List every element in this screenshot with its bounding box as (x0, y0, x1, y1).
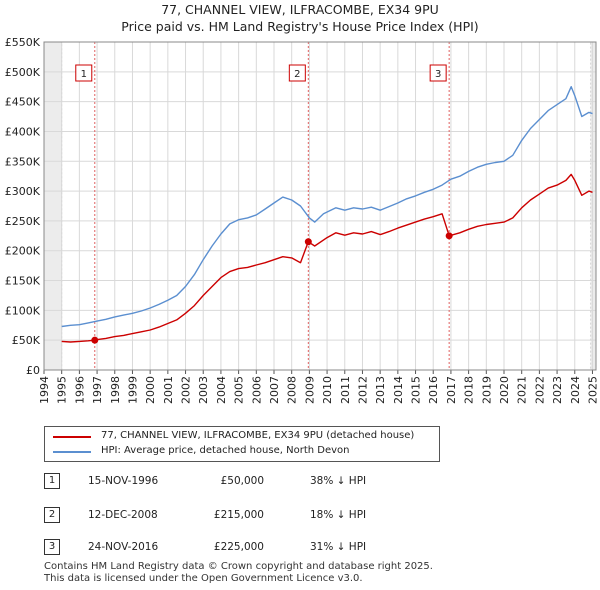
sale-date: 24-NOV-2016 (88, 541, 159, 553)
sale-row: 3 24-NOV-2016 £225,000 31% ↓ HPI (44, 539, 444, 555)
x-tick-label: 2006 (250, 376, 263, 404)
sale-point (445, 232, 453, 240)
chart-title: 77, CHANNEL VIEW, ILFRACOMBE, EX34 9PU (161, 2, 439, 17)
y-tick-label: £150K (5, 275, 41, 288)
footer-copyright: Contains HM Land Registry data © Crown c… (44, 561, 433, 572)
x-tick-label: 2020 (498, 376, 511, 404)
y-tick-label: £350K (5, 155, 41, 168)
x-tick-label: 2024 (569, 376, 582, 404)
x-tick-label: 2011 (339, 376, 352, 404)
y-tick-label: £400K (5, 125, 41, 138)
y-tick-label: £200K (5, 245, 41, 258)
y-tick-label: £300K (5, 185, 41, 198)
x-tick-label: 2000 (144, 376, 157, 404)
x-tick-label: 2023 (551, 376, 564, 404)
x-tick-label: 1996 (73, 376, 86, 404)
sale-label-text: 3 (435, 69, 441, 80)
y-tick-label: £100K (5, 304, 41, 317)
x-tick-label: 1995 (56, 376, 69, 404)
plot-border (43, 41, 597, 371)
sale-point (91, 336, 99, 344)
x-tick-label: 2010 (321, 376, 334, 404)
y-tick-label: £50K (12, 334, 41, 347)
x-tick-label: 2025 (586, 376, 599, 404)
x-tick-label: 2013 (374, 376, 387, 404)
sale-hpi-diff: 18% ↓ HPI (310, 509, 367, 521)
legend-label-hpi: HPI: Average price, detached house, Nort… (101, 445, 350, 456)
sale-date: 15-NOV-1996 (88, 475, 159, 487)
sale-price: £50,000 (220, 475, 264, 487)
sale-date: 12-DEC-2008 (88, 509, 158, 521)
sale-hpi-diff: 31% ↓ HPI (310, 541, 367, 553)
x-tick-label: 1997 (91, 376, 104, 404)
sale-point (304, 238, 312, 246)
y-tick-label: £0 (26, 364, 40, 377)
x-tick-label: 2002 (180, 376, 193, 404)
sale-label-text: 2 (294, 69, 300, 80)
x-tick-label: 2005 (233, 376, 246, 404)
x-tick-label: 2003 (197, 376, 210, 404)
series-line (61, 173, 593, 343)
x-tick-label: 2021 (516, 376, 529, 404)
price-chart: 1 2 3 £0 £50K £100K £150K £200K £250K £300K £350K… (5, 36, 600, 404)
series-line (61, 86, 593, 328)
plot-area (44, 42, 596, 370)
x-tick-label: 1994 (38, 376, 51, 404)
x-tick-label: 2015 (410, 376, 423, 404)
sale-number-badge: 1 (44, 473, 60, 489)
sale-number-badge: 2 (44, 507, 60, 523)
sale-row: 1 15-NOV-1996 £50,000 38% ↓ HPI (44, 473, 444, 489)
x-tick-label: 2014 (392, 376, 405, 404)
y-tick-label: £550K (5, 36, 41, 49)
x-tick-label: 1998 (109, 376, 122, 404)
sale-price: £215,000 (213, 509, 264, 521)
x-tick-label: 2019 (480, 376, 493, 404)
x-tick-label: 2012 (356, 376, 369, 404)
chart-subtitle: Price paid vs. HM Land Registry's House … (121, 19, 479, 34)
x-tick-label: 2017 (445, 376, 458, 404)
x-tick-label: 2001 (162, 376, 175, 404)
sale-row: 2 12-DEC-2008 £215,000 18% ↓ HPI (44, 507, 444, 523)
x-tick-label: 2008 (286, 376, 299, 404)
sale-label-box (429, 64, 447, 82)
sale-label-box (75, 64, 93, 82)
legend-swatch-hpi (53, 451, 91, 453)
legend-label-property: 77, CHANNEL VIEW, ILFRACOMBE, EX34 9PU (… (101, 430, 415, 441)
x-tick-label: 2007 (268, 376, 281, 404)
x-tick-label: 2016 (427, 376, 440, 404)
legend-swatch-property (53, 436, 91, 438)
shaded-region (43, 41, 63, 371)
sale-label-box (288, 64, 306, 82)
sale-label-text: 1 (81, 69, 87, 80)
y-tick-label: £250K (5, 215, 41, 228)
x-tick-label: 2004 (215, 376, 228, 404)
footer-licence: This data is licensed under the Open Gov… (44, 573, 363, 584)
legend: 77, CHANNEL VIEW, ILFRACOMBE, EX34 9PU (… (44, 426, 440, 462)
shaded-region (590, 41, 597, 371)
y-tick-label: £500K (5, 66, 41, 79)
sale-hpi-diff: 38% ↓ HPI (310, 475, 367, 487)
y-tick-label: £450K (5, 96, 41, 109)
x-tick-label: 2018 (463, 376, 476, 404)
x-tick-label: 2009 (303, 376, 316, 404)
sale-number-badge: 3 (44, 539, 60, 555)
x-tick-label: 2022 (533, 376, 546, 404)
x-tick-label: 1999 (126, 376, 139, 404)
sale-price: £225,000 (213, 541, 264, 553)
